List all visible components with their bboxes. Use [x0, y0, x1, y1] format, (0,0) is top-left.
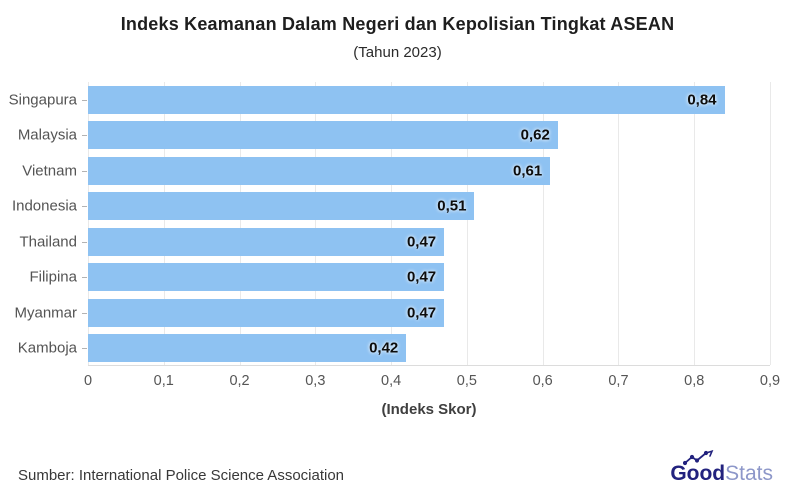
chart-footer: Sumber: International Police Science Ass…	[18, 450, 773, 485]
bar-value-label: 0,47	[406, 268, 437, 286]
x-axis-label: (Indeks Skor)	[381, 401, 477, 418]
bar-value-label: 0,47	[406, 233, 437, 250]
bar-row: Filipina 0,47	[29, 260, 770, 296]
bar-value-label: 0,51	[437, 197, 467, 215]
category-tick-mark	[82, 99, 87, 101]
x-tick-label: 0,6	[532, 373, 553, 389]
gridline	[694, 82, 696, 365]
x-axis-ticks: 0 0,1 0,2 0,3 0,4 0,5 0,6 0,7 0,8 0,9	[84, 366, 780, 390]
plot-area: Singapura 0,84 Malaysia 0,62 Vietnam 0,61 Indo…	[9, 82, 771, 367]
gridlines	[88, 82, 771, 365]
bar-row: Myanmar 0,47	[14, 295, 770, 331]
x-tick-label: 0,3	[305, 373, 326, 389]
gridline	[239, 82, 241, 365]
trend-line-icon	[683, 450, 714, 466]
source-text: Sumber: International Police Science Ass…	[18, 467, 345, 484]
category-label: Singapura	[8, 91, 77, 109]
x-tick-label: 0,5	[456, 373, 477, 389]
chart-body: Singapura 0,84 Malaysia 0,62 Vietnam 0,61 Indo…	[0, 82, 795, 418]
chart-title: Indeks Keamanan Dalam Negeri dan Kepolis…	[120, 14, 675, 34]
bar: 0,61	[88, 156, 551, 185]
category-tick-mark	[82, 170, 87, 172]
bar-value-label: 0,84	[687, 91, 717, 108]
category-tick-mark	[82, 206, 87, 208]
bar-value-label: 0,62	[520, 126, 550, 144]
x-tick-label: 0,4	[381, 373, 402, 389]
x-tick-label: 0,1	[153, 373, 174, 389]
goodstats-logo: GoodStats	[670, 450, 773, 485]
category-label: Kamboja	[17, 339, 77, 357]
bar: 0,47	[88, 227, 445, 256]
gridline	[466, 82, 468, 365]
bar-value-label: 0,47	[406, 304, 437, 321]
gridline	[88, 82, 89, 365]
category-label: Myanmar	[14, 304, 77, 322]
bar: 0,62	[88, 121, 558, 149]
gridline	[770, 82, 771, 365]
x-tick-label: 0,2	[229, 373, 250, 389]
category-tick-mark	[82, 312, 87, 314]
x-tick-label: 0,7	[608, 373, 629, 389]
category-label: Malaysia	[17, 126, 77, 144]
x-tick-label: 0,9	[759, 373, 781, 389]
bar-row: Kamboja 0,42	[18, 331, 770, 367]
bar: 0,47	[88, 298, 445, 327]
bar: 0,47	[88, 263, 445, 291]
bar-row: Singapura 0,84	[9, 82, 770, 118]
logo-text-good: Good	[670, 462, 726, 485]
x-tick-label: 0	[83, 373, 93, 389]
bar-rows: Singapura 0,84 Malaysia 0,62 Vietnam 0,61 Indo…	[9, 82, 770, 367]
x-tick-label: 0,8	[684, 373, 705, 389]
bar-row: Thailand 0,47	[19, 224, 770, 260]
gridline	[163, 82, 165, 365]
chart-header: Indeks Keamanan Dalam Negeri dan Kepolis…	[0, 0, 795, 61]
gridline	[315, 82, 317, 365]
bar: 0,51	[88, 192, 475, 220]
category-tick-mark	[82, 241, 87, 243]
bar-value-label: 0,61	[513, 162, 543, 179]
gridline	[391, 82, 393, 365]
category-label: Indonesia	[11, 197, 77, 215]
bar-value-label: 0,42	[369, 339, 399, 357]
gridline	[542, 82, 544, 365]
bar-row: Vietnam 0,61	[22, 153, 770, 189]
logo-text-stats: Stats	[725, 462, 773, 485]
category-tick-mark	[82, 277, 87, 279]
category-label: Thailand	[19, 233, 77, 251]
category-tick-mark	[82, 135, 87, 137]
bar: 0,42	[88, 334, 407, 362]
bar-row: Indonesia 0,51	[12, 189, 770, 225]
gridline	[618, 82, 620, 365]
category-label: Vietnam	[22, 162, 77, 180]
category-tick-mark	[82, 348, 87, 350]
category-label: Filipina	[29, 268, 77, 286]
bar: 0,84	[88, 85, 725, 114]
chart-subtitle: (Tahun 2023)	[353, 44, 442, 61]
bar-row: Malaysia 0,62	[18, 118, 770, 154]
